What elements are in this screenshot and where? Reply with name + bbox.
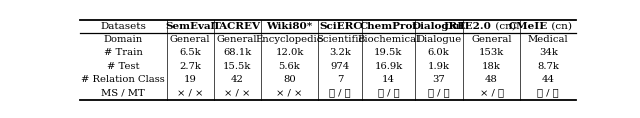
Text: 34k: 34k <box>539 48 557 57</box>
Text: 974: 974 <box>331 62 350 71</box>
Text: 44: 44 <box>541 75 555 84</box>
Text: Medical: Medical <box>528 35 568 44</box>
Text: # Relation Class: # Relation Class <box>81 75 165 84</box>
Text: General: General <box>217 35 257 44</box>
Text: Wiki80*: Wiki80* <box>266 22 313 31</box>
Text: Datasets: Datasets <box>100 22 146 31</box>
Text: 1.9k: 1.9k <box>428 62 450 71</box>
Text: MS / MT: MS / MT <box>101 88 145 97</box>
Text: DialogRE: DialogRE <box>412 22 466 31</box>
Text: 19: 19 <box>184 75 196 84</box>
Text: Domain: Domain <box>104 35 143 44</box>
Text: × / ✓: × / ✓ <box>479 88 504 97</box>
Text: Scientific: Scientific <box>316 35 364 44</box>
Text: 15.5k: 15.5k <box>223 62 252 71</box>
Text: × / ×: × / × <box>224 88 250 97</box>
Text: 16.9k: 16.9k <box>374 62 403 71</box>
Text: × / ×: × / × <box>177 88 204 97</box>
Text: 19.5k: 19.5k <box>374 48 403 57</box>
Text: 8.7k: 8.7k <box>537 62 559 71</box>
Text: ChemProt: ChemProt <box>359 22 417 31</box>
Text: (cn): (cn) <box>492 22 516 31</box>
Text: General: General <box>170 35 211 44</box>
Text: 48: 48 <box>485 75 498 84</box>
Text: ✓ / ✓: ✓ / ✓ <box>428 88 449 97</box>
Text: (cn): (cn) <box>548 22 572 31</box>
Text: ✓ / ✓: ✓ / ✓ <box>378 88 399 97</box>
Text: 5.6k: 5.6k <box>278 62 300 71</box>
Text: 37: 37 <box>432 75 445 84</box>
Text: # Test: # Test <box>107 62 140 71</box>
Text: 68.1k: 68.1k <box>223 48 252 57</box>
Text: ✓ / ✓: ✓ / ✓ <box>330 88 351 97</box>
Text: 6.5k: 6.5k <box>179 48 201 57</box>
Text: General: General <box>471 35 512 44</box>
Text: 3.2k: 3.2k <box>330 48 351 57</box>
Text: 12.0k: 12.0k <box>275 48 304 57</box>
Text: ✓ / ✓: ✓ / ✓ <box>538 88 559 97</box>
Text: 42: 42 <box>230 75 244 84</box>
Text: 6.0k: 6.0k <box>428 48 449 57</box>
Text: 2.7k: 2.7k <box>179 62 201 71</box>
Text: Dialogue: Dialogue <box>416 35 461 44</box>
Text: SemEval: SemEval <box>165 22 215 31</box>
Text: TACREV: TACREV <box>213 22 261 31</box>
Text: × / ×: × / × <box>276 88 303 97</box>
Text: # Train: # Train <box>104 48 143 57</box>
Text: SciERC: SciERC <box>319 22 362 31</box>
Text: Encyclopedic: Encyclopedic <box>256 35 323 44</box>
Text: 18k: 18k <box>482 62 501 71</box>
Text: 153k: 153k <box>479 48 504 57</box>
Text: 14: 14 <box>382 75 395 84</box>
Text: DuIE2.0: DuIE2.0 <box>444 22 492 31</box>
Text: 80: 80 <box>283 75 296 84</box>
Text: Biochemical: Biochemical <box>357 35 420 44</box>
Text: CMeIE: CMeIE <box>509 22 548 31</box>
Text: 7: 7 <box>337 75 344 84</box>
